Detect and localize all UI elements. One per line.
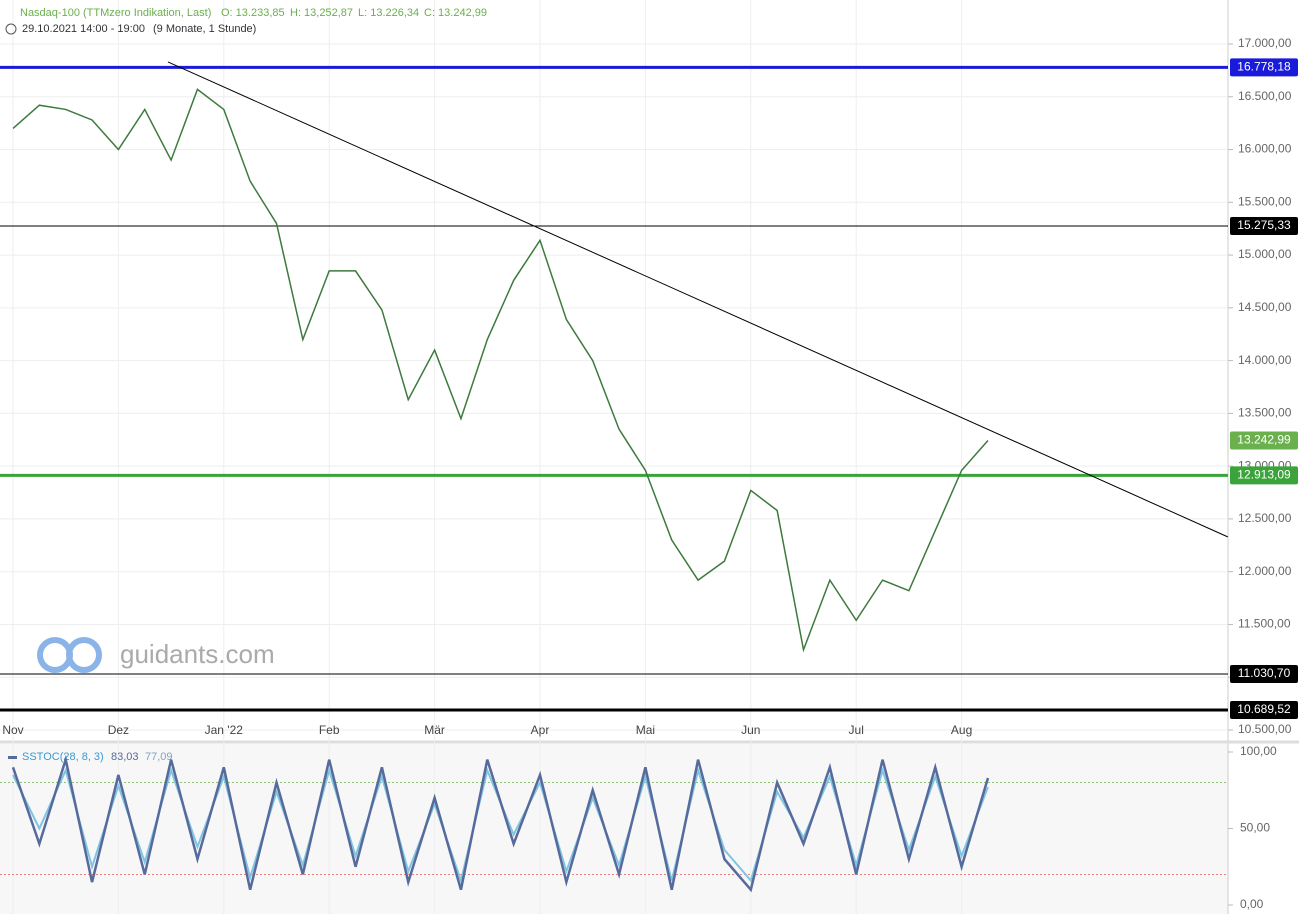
last-price-box — [1230, 431, 1298, 450]
indicator-value: 83,03 — [111, 751, 139, 763]
y-tick-label: 13.500,00 — [1238, 406, 1292, 420]
level-box — [1230, 700, 1298, 719]
level-box — [1230, 466, 1298, 485]
x-tick-label: Jun — [741, 723, 760, 737]
level-box — [1230, 58, 1298, 77]
level-label: 16.778,18 — [1237, 60, 1291, 74]
legend-swatch — [8, 756, 17, 759]
x-tick-label: Aug — [951, 723, 972, 737]
grid — [0, 0, 1228, 914]
level-label: 11.030,70 — [1238, 666, 1291, 680]
logo — [37, 637, 102, 673]
logo-ring — [37, 637, 73, 673]
price-line — [11, 754, 990, 893]
x-tick-label: Dez — [108, 723, 129, 737]
ohlc-low: L: 13.226,34 — [358, 7, 419, 19]
x-tick-label: Mai — [636, 723, 655, 737]
chart-title: Nasdaq-100 (TTMzero Indikation, Last) — [20, 7, 211, 19]
x-tick-label: Jul — [849, 723, 864, 737]
y-tick-label: 12.000,00 — [1238, 564, 1292, 578]
level-label: 10.689,52 — [1237, 702, 1291, 716]
y-tick-label: 15.500,00 — [1238, 194, 1292, 208]
last-price-label: 13.242,99 — [1237, 433, 1291, 447]
x-tick-label: Nov — [2, 723, 23, 737]
trendline — [167, 61, 1228, 538]
x-tick-label: Jan '22 — [205, 723, 244, 737]
y-tick-label: 11.500,00 — [1238, 617, 1291, 631]
level-box — [1230, 217, 1298, 236]
level-label: 15.275,33 — [1237, 218, 1291, 232]
price-line — [12, 88, 989, 653]
level-label: 12.913,09 — [1237, 467, 1291, 481]
indicator-tick-label: 0,00 — [1240, 897, 1264, 911]
y-tick-label: 12.500,00 — [1238, 511, 1292, 525]
y-tick-label: 16.000,00 — [1238, 142, 1292, 156]
ohlc-open: O: 13.233,85 — [221, 7, 285, 19]
indicator-label: SSTOC(28, 8, 3) — [22, 751, 104, 763]
period: (9 Monate, 1 Stunde) — [153, 23, 256, 35]
x-tick-label: Mär — [424, 723, 445, 737]
y-tick-label: 14.500,00 — [1238, 300, 1292, 314]
y-tick-label: 10.500,00 — [1238, 722, 1292, 736]
y-tick-label: 17.000,00 — [1238, 36, 1292, 50]
level-box — [1230, 664, 1298, 683]
y-tick-label: 14.000,00 — [1238, 353, 1292, 367]
indicator-tick-label: 50,00 — [1240, 821, 1270, 835]
x-tick-label: Feb — [319, 723, 340, 737]
ohlc-close: C: 13.242,99 — [424, 7, 487, 19]
indicator-signal-value: 77,09 — [145, 751, 173, 763]
x-tick-label: Apr — [531, 723, 550, 737]
subtitle: 29.10.2021 14:00 - 19:00 — [22, 23, 145, 35]
indicator-pane — [0, 744, 1228, 914]
indicator-tick-label: 100,00 — [1240, 744, 1277, 758]
logo-ring — [66, 637, 102, 673]
watermark: guidants.com — [120, 639, 275, 669]
y-tick-label: 16.500,00 — [1238, 89, 1292, 103]
y-tick-label: 15.000,00 — [1238, 247, 1292, 261]
clock-icon — [5, 23, 17, 35]
ohlc-high: H: 13,252,87 — [290, 7, 353, 19]
